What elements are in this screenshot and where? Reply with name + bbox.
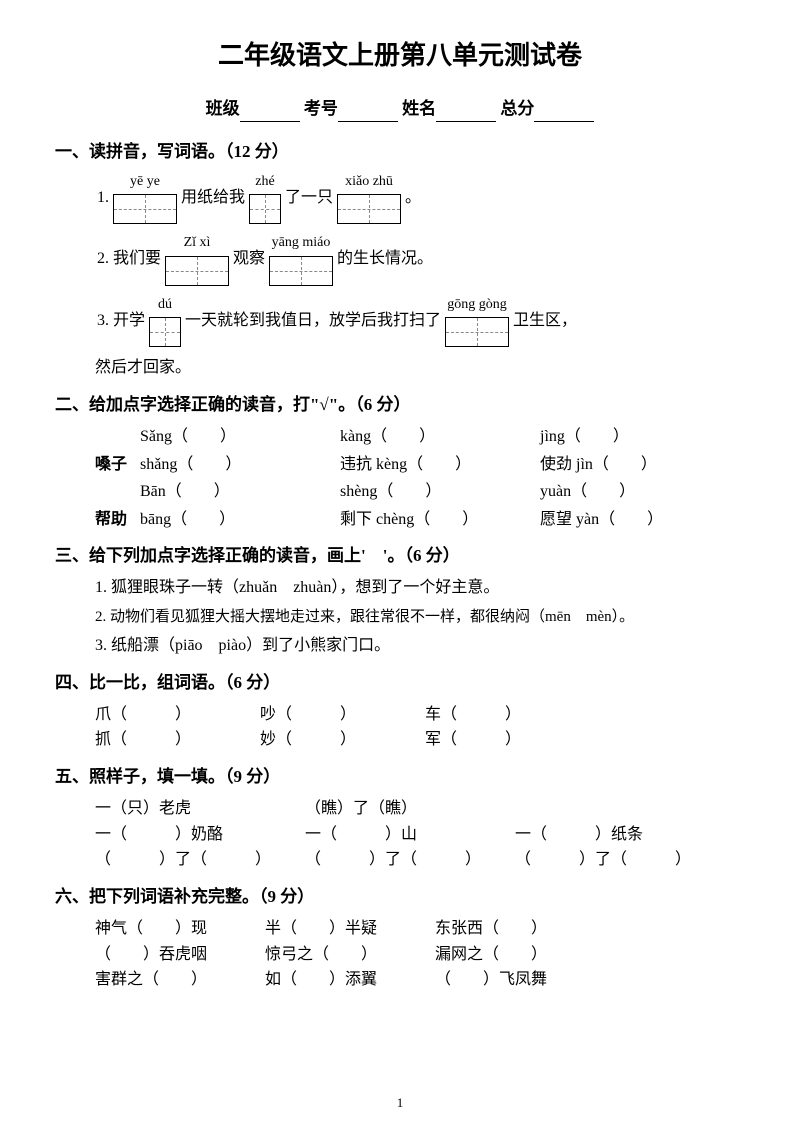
cell: 一（只）老虎 [95, 796, 305, 822]
char-box[interactable] [249, 194, 281, 224]
section-4-head: 四、比一比，组词语。（6 分） [55, 669, 745, 696]
cell: 漏网之（ ） [435, 942, 605, 968]
text: 的生长情况。 [337, 246, 433, 272]
char-box[interactable] [149, 317, 181, 347]
cell: 吵（ ） [260, 702, 425, 728]
text: 了一只 [285, 185, 333, 211]
pinyin: zhé [255, 171, 274, 193]
class-label: 班级 [206, 99, 240, 118]
page-title: 二年级语文上册第八单元测试卷 [55, 35, 745, 77]
s3-l3: 3. 纸船漂（piāo piào）到了小熊家门口。 [95, 633, 745, 659]
section-3-head: 三、给下列加点字选择正确的读音，画上' '。（6 分） [55, 542, 745, 569]
section-1-head: 一、读拼音，写词语。（12 分） [55, 138, 745, 165]
s6-r2: （ ）吞虎咽 惊弓之（ ） 漏网之（ ） [95, 942, 745, 968]
cell: （瞧）了（瞧） [305, 796, 515, 822]
option: shèng（ ） [340, 479, 540, 505]
text: 卫生区， [513, 308, 577, 334]
cell: 如（ ）添翼 [265, 967, 435, 993]
text: 观察 [233, 246, 265, 272]
q1-row-1: 1. yē ye 用纸给我 zhé 了一只 xiǎo zhū 。 [95, 171, 745, 224]
cell: （ ）了（ ） [95, 847, 305, 873]
section-2-grid: Sǎng（ ） kàng（ ） jìng（ ） 嗓子 shǎng（ ） 违抗 k… [95, 424, 745, 532]
s3-l2: 2. 动物们看见狐狸大摇大摆地走过来，跟往常很不一样，都很纳闷（mēn mèn）… [95, 605, 745, 629]
cell: 妙（ ） [260, 727, 425, 753]
option: Bān（ ） [140, 479, 340, 505]
score-label: 总分 [500, 99, 534, 118]
cell: 军（ ） [425, 727, 590, 753]
option: 愿望 yàn（ ） [540, 507, 740, 533]
q1-row-3-cont: 然后才回家。 [95, 355, 745, 381]
cell: 车（ ） [425, 702, 590, 728]
section-6-head: 六、把下列词语补充完整。（9 分） [55, 883, 745, 910]
text: 一天就轮到我值日，放学后我打扫了 [185, 308, 441, 334]
option: kàng（ ） [340, 424, 540, 450]
section-2-head: 二、给加点字选择正确的读音，打"√"。（6 分） [55, 391, 745, 418]
q1-row-2: 2. 我们要 Zǐ xì 观察 yāng miáo 的生长情况。 [95, 232, 745, 285]
cell: 抓（ ） [95, 727, 260, 753]
cell: 一（ ）山 [305, 822, 515, 848]
pinyin: dú [158, 294, 172, 316]
char-box[interactable] [113, 194, 177, 224]
option: bāng（ ） [140, 507, 340, 533]
score-blank[interactable] [534, 104, 594, 122]
cell [515, 796, 725, 822]
examno-blank[interactable] [338, 104, 398, 122]
option: shǎng（ ） [140, 452, 340, 478]
word [95, 424, 140, 450]
pinyin: Zǐ xì [184, 232, 211, 254]
cell: （ ）了（ ） [515, 847, 725, 873]
cell: 爪（ ） [95, 702, 260, 728]
cell: （ ）吞虎咽 [95, 942, 265, 968]
option: Sǎng（ ） [140, 424, 340, 450]
page-number: 1 [397, 1093, 404, 1114]
cell: （ ）飞凤舞 [435, 967, 605, 993]
pinyin: yāng miáo [272, 232, 331, 254]
text: 用纸给我 [181, 185, 245, 211]
char-box[interactable] [269, 256, 333, 286]
cell: 一（ ）纸条 [515, 822, 725, 848]
option: 使劲 jìn（ ） [540, 452, 740, 478]
s4-r1: 爪（ ） 吵（ ） 车（ ） [95, 702, 745, 728]
word [95, 479, 140, 505]
pinyin: yē ye [130, 171, 160, 193]
examno-label: 考号 [304, 99, 338, 118]
cell: 害群之（ ） [95, 967, 265, 993]
cell: （ ）了（ ） [305, 847, 515, 873]
s5-r1: 一（只）老虎 （瞧）了（瞧） [95, 796, 745, 822]
cell: 半（ ）半疑 [265, 916, 435, 942]
cell: 东张西（ ） [435, 916, 605, 942]
option: 剩下 chèng（ ） [340, 507, 540, 533]
cell: 一（ ）奶酪 [95, 822, 305, 848]
word: 嗓子 [95, 452, 140, 478]
pinyin: xiǎo zhū [345, 171, 393, 193]
option: yuàn（ ） [540, 479, 740, 505]
pinyin: gōng gòng [447, 294, 507, 316]
s6-r3: 害群之（ ） 如（ ）添翼 （ ）飞凤舞 [95, 967, 745, 993]
word: 帮助 [95, 507, 140, 533]
s4-r2: 抓（ ） 妙（ ） 军（ ） [95, 727, 745, 753]
s5-r2: 一（ ）奶酪 一（ ）山 一（ ）纸条 [95, 822, 745, 848]
char-box[interactable] [165, 256, 229, 286]
class-blank[interactable] [240, 104, 300, 122]
name-blank[interactable] [436, 104, 496, 122]
text: 。 [405, 185, 421, 211]
q1-num: 2. 我们要 [97, 246, 161, 272]
q1-row-3: 3. 开学 dú 一天就轮到我值日，放学后我打扫了 gōng gòng 卫生区， [95, 294, 745, 347]
name-label: 姓名 [402, 99, 436, 118]
q1-num: 3. 开学 [97, 308, 145, 334]
q1-num: 1. [97, 185, 109, 211]
s5-r3: （ ）了（ ） （ ）了（ ） （ ）了（ ） [95, 847, 745, 873]
cell: 神气（ ）现 [95, 916, 265, 942]
option: jìng（ ） [540, 424, 740, 450]
student-info-line: 班级 考号 姓名 总分 [55, 95, 745, 122]
s3-l1: 1. 狐狸眼珠子一转（zhuǎn zhuàn），想到了一个好主意。 [95, 575, 745, 601]
cell: 惊弓之（ ） [265, 942, 435, 968]
section-5-head: 五、照样子，填一填。（9 分） [55, 763, 745, 790]
char-box[interactable] [445, 317, 509, 347]
s6-r1: 神气（ ）现 半（ ）半疑 东张西（ ） [95, 916, 745, 942]
option: 违抗 kèng（ ） [340, 452, 540, 478]
char-box[interactable] [337, 194, 401, 224]
